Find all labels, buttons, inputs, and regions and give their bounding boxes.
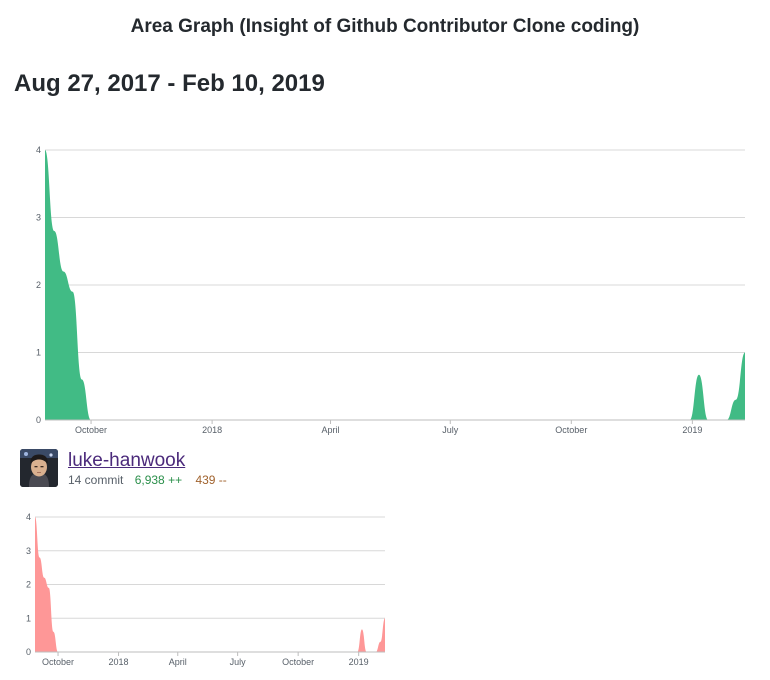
user-chart-x-tick-label: April [169,657,187,667]
main-chart-y-tick-label: 3 [36,213,41,223]
contributor-card: luke-hanwook 14 commit 6,938 ++ 439 -- [20,449,420,489]
main-chart-y-tick-label: 4 [36,145,41,155]
avatar-photo-icon [20,449,58,487]
commit-count: 14 commit [68,473,124,487]
user-chart-y-tick-label: 2 [26,580,31,590]
contributor-area-chart: 0 1 2 3 4 October 2018 April July October 2019 [26,512,385,667]
main-chart-x-tick-label: October [555,425,587,435]
main-chart-x-tick-label: April [322,425,340,435]
date-range-heading: Aug 27, 2017 - Feb 10, 2019 [14,70,325,97]
main-chart-x-tick-label: 2019 [682,425,702,435]
main-chart-x-tick-label: October [75,425,107,435]
contributor-username-link[interactable]: luke-hanwook [68,450,186,471]
user-chart-x-tick-label: 2019 [349,657,369,667]
main-chart-y-tick-label: 1 [36,348,41,358]
user-chart-y-tick-label: 0 [26,647,31,657]
user-chart-x-tick-label: 2018 [109,657,129,667]
page-title: Area Graph (Insight of Github Contributo… [130,16,640,37]
user-chart-x-tick-label: October [282,657,314,667]
user-chart-x-tick-label: October [42,657,74,667]
main-chart-y-tick-label: 0 [36,415,41,425]
user-chart-x-tick-label: July [230,657,247,667]
additions-count: 6,938 ++ [134,473,183,487]
contributor-stats: 14 commit 6,938 ++ 439 -- [68,473,227,487]
avatar[interactable] [20,449,58,487]
user-chart-y-tick-label: 1 [26,613,31,623]
user-chart-y-tick-label: 3 [26,546,31,556]
total-contributions-area-chart: 0 1 2 3 4 October 2018 April July October 2019 [36,145,745,435]
main-chart-x-tick-label: 2018 [202,425,222,435]
deletions-count: 439 -- [195,473,227,487]
user-chart-y-tick-label: 4 [26,512,31,522]
main-chart-y-tick-label: 2 [36,280,41,290]
main-chart-x-tick-label: July [442,425,459,435]
